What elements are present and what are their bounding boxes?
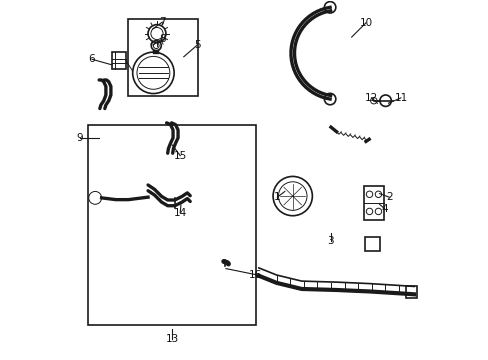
Bar [88,125,255,325]
Text: 6: 6 [88,54,95,64]
Text: 11: 11 [393,93,407,103]
Bar [364,186,383,220]
Bar [405,287,417,298]
Text: 10: 10 [359,18,372,28]
Text: 1: 1 [273,192,280,202]
Text: 7: 7 [159,17,165,27]
Text: 9: 9 [77,133,83,143]
Bar [365,237,380,251]
Bar [128,19,198,96]
Text: 12: 12 [365,93,378,103]
Text: 14: 14 [173,208,186,218]
Text: 16: 16 [249,270,262,280]
Text: 4: 4 [381,203,387,213]
Text: 8: 8 [159,34,165,44]
Text: 3: 3 [327,236,334,246]
Text: 2: 2 [385,192,392,202]
Text: 15: 15 [173,151,186,161]
Bar [111,52,125,69]
Text: 5: 5 [194,40,200,50]
Text: 13: 13 [165,334,179,344]
